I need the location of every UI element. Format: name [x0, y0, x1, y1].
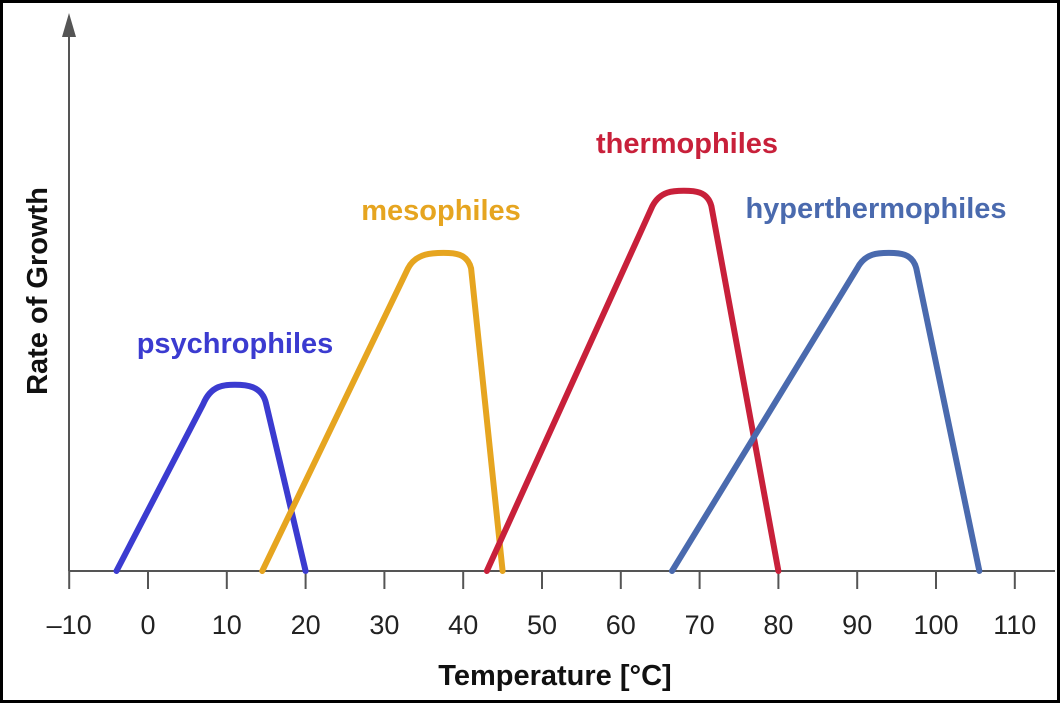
series-curves [113, 187, 983, 574]
series-labels: psychrophiles mesophiles thermophiles hyper… [137, 128, 1007, 360]
series-label-thermophiles: thermophiles [596, 128, 778, 160]
axes [62, 13, 1055, 572]
series-curve-psychrophiles [113, 381, 309, 574]
x-tick-label: 20 [291, 610, 321, 640]
x-axis-title: Temperature [°C] [438, 660, 671, 692]
x-ticks: –10 0 10 20 30 40 50 60 70 80 90 100 110 [47, 571, 1036, 640]
x-tick-label: 0 [140, 610, 155, 640]
series-curve-hyperthermophiles [669, 249, 983, 574]
y-axis-title: Rate of Growth [22, 187, 54, 395]
x-tick-label: 30 [369, 610, 399, 640]
series-curve-mesophiles [259, 249, 506, 574]
x-tick-label: 40 [448, 610, 478, 640]
x-tick-label: 90 [842, 610, 872, 640]
growth-rate-chart: –10 0 10 20 30 40 50 60 70 80 90 100 110 psychrophil… [22, 13, 1055, 692]
y-axis-arrow [62, 13, 76, 37]
series-label-hyperthermophiles: hyperthermophiles [745, 193, 1006, 225]
series-label-psychrophiles: psychrophiles [137, 328, 334, 360]
x-tick-label: –10 [47, 610, 92, 640]
x-tick-label: 70 [685, 610, 715, 640]
series-curve-thermophiles [483, 187, 782, 574]
x-tick-label: 80 [763, 610, 793, 640]
x-tick-label: 110 [993, 610, 1036, 640]
x-tick-label: 100 [913, 610, 958, 640]
x-tick-label: 10 [212, 610, 242, 640]
series-label-mesophiles: mesophiles [361, 195, 521, 227]
x-tick-label: 50 [527, 610, 557, 640]
x-tick-label: 60 [606, 610, 636, 640]
